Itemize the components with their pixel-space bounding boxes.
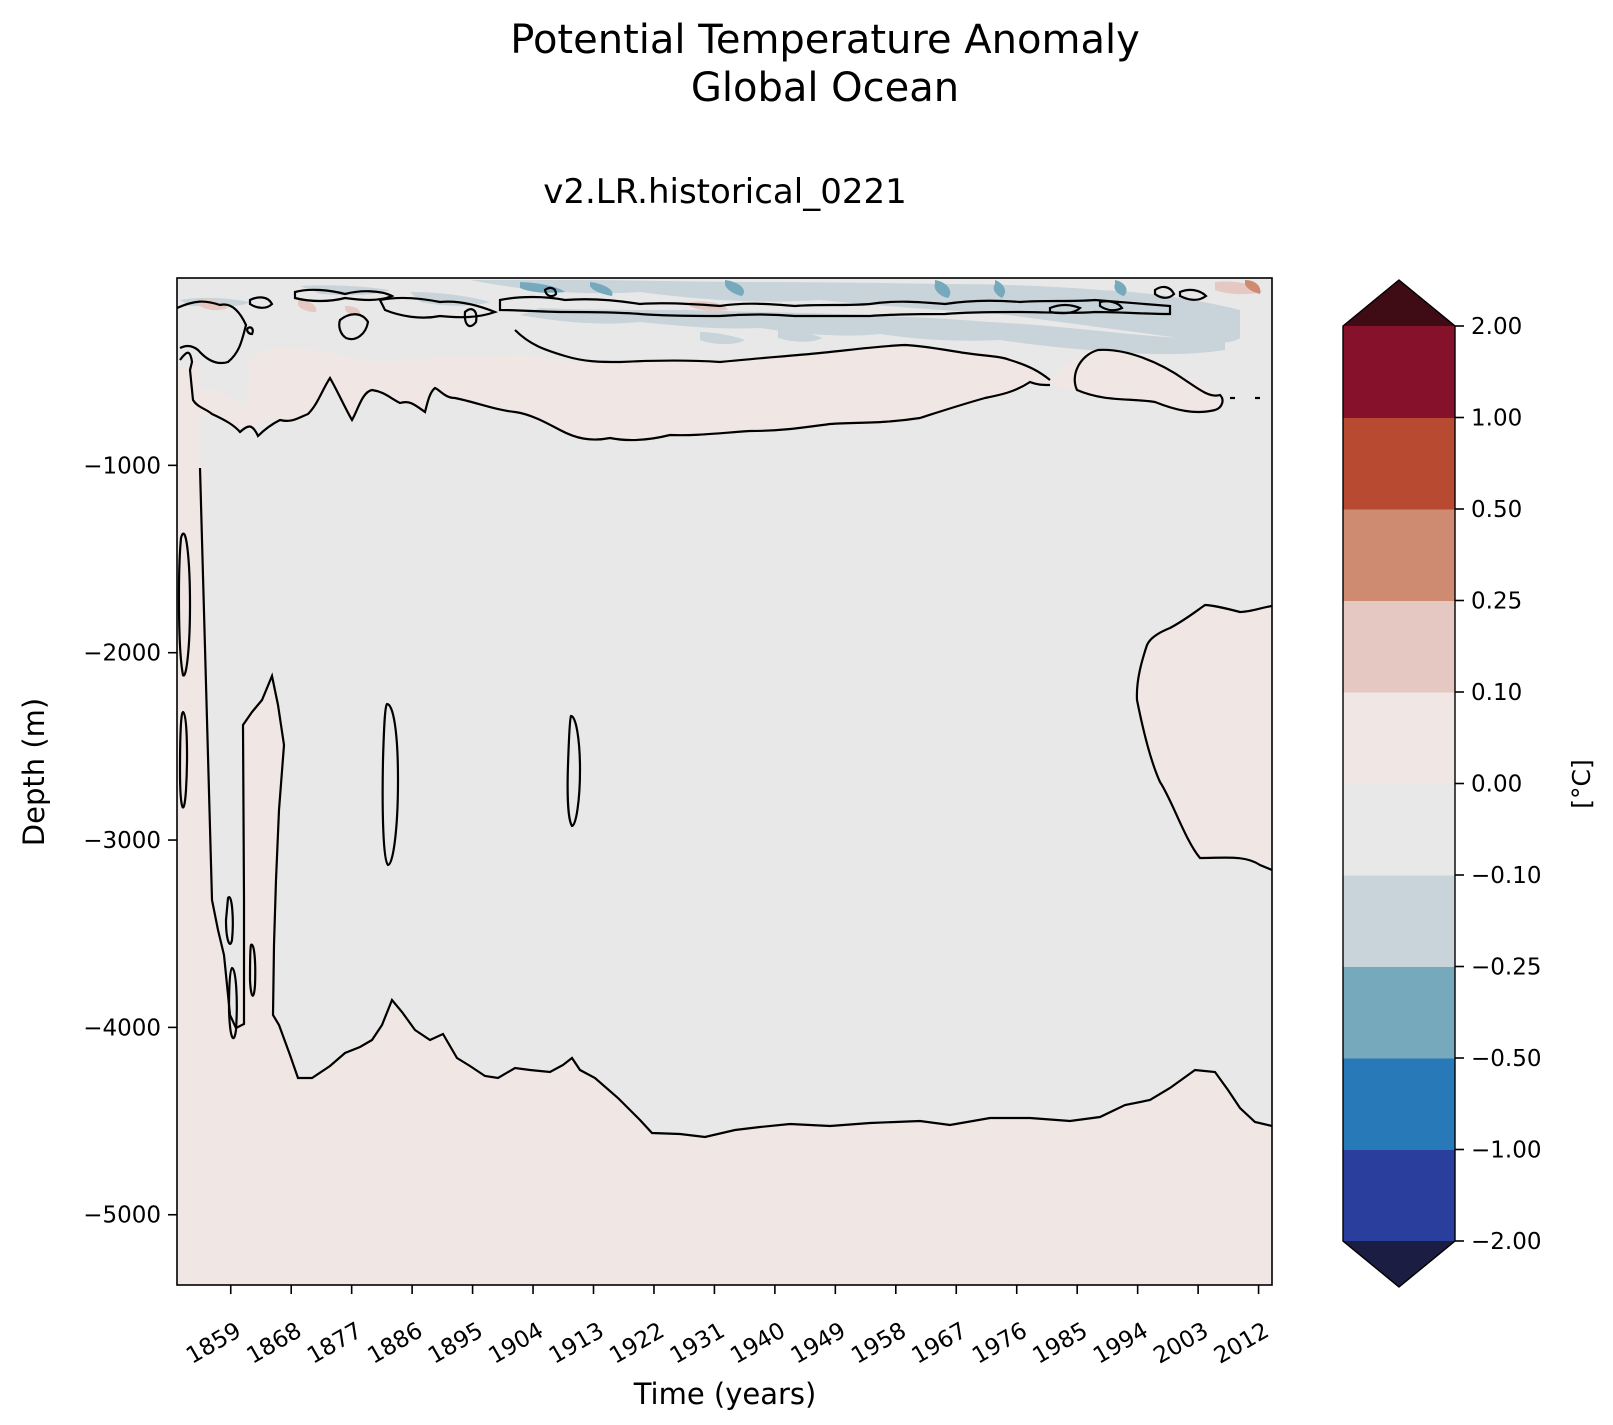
x-tick-label: 1967 xyxy=(908,1318,972,1370)
y-tick-label: −5000 xyxy=(83,1203,161,1229)
zero-contours xyxy=(177,285,1272,1139)
colorbar-tick-label: −0.25 xyxy=(1471,955,1541,981)
y-tick-label: −4000 xyxy=(83,1015,161,1041)
x-tick-label: 1949 xyxy=(787,1318,851,1370)
colorbar-segment xyxy=(1343,509,1455,601)
colorbar-segment xyxy=(1343,692,1455,784)
colorbar-tick-label: −1.00 xyxy=(1471,1138,1541,1164)
x-tick-label: 1985 xyxy=(1028,1318,1092,1370)
x-tick-label: 1976 xyxy=(968,1318,1032,1370)
x-tick-label: 1886 xyxy=(363,1318,427,1370)
x-tick-label: 1958 xyxy=(847,1318,911,1370)
colorbar-segment xyxy=(1343,600,1455,693)
x-tick-label: 2003 xyxy=(1149,1318,1213,1370)
x-tick-label: 1877 xyxy=(303,1318,367,1370)
colorbar-tick-label: −2.00 xyxy=(1471,1229,1541,1255)
plot-area xyxy=(177,278,1272,1285)
x-tick-label: 1913 xyxy=(545,1318,609,1370)
chart-title-line-1: Potential Temperature Anomaly xyxy=(510,17,1140,63)
colorbar-segment xyxy=(1343,417,1455,510)
cool-body-region xyxy=(177,278,1272,1137)
colorbar: −2.00 −1.00 −0.50 −0.25 −0.10 0.00 0.10 0.25 0.5… xyxy=(1342,279,1541,1288)
near-surface-anomalies xyxy=(180,280,1262,355)
x-tick-label: 1931 xyxy=(666,1318,730,1370)
colorbar-segment xyxy=(1343,1058,1455,1150)
x-axis-label: Time (years) xyxy=(633,1377,817,1411)
x-axis: 1859186818771886189519041913192219311940… xyxy=(182,1285,1274,1369)
y-tick-label: −2000 xyxy=(83,641,161,667)
colorbar-over-extension xyxy=(1343,280,1455,326)
x-tick-label: 1922 xyxy=(605,1318,669,1370)
colorbar-tick-label: 1.00 xyxy=(1471,406,1522,432)
colorbar-tick-label: −0.50 xyxy=(1471,1046,1541,1072)
colorbar-segment xyxy=(1343,783,1455,876)
x-tick-label: 1868 xyxy=(242,1318,306,1370)
colorbar-tick-label: 0.50 xyxy=(1471,497,1522,523)
colorbar-segment xyxy=(1343,326,1455,418)
chart-subtitle: v2.LR.historical_0221 xyxy=(543,172,907,212)
colorbar-tick-label: 2.00 xyxy=(1471,314,1522,340)
colorbar-label: [°C] xyxy=(1567,759,1596,808)
x-tick-label: 1904 xyxy=(484,1318,548,1370)
y-tick-label: −1000 xyxy=(83,453,161,479)
y-tick-label: −3000 xyxy=(83,828,161,854)
plot-frame xyxy=(176,277,1273,1286)
warm-subsurface-band xyxy=(200,345,1225,441)
colorbar-tick-label: 0.25 xyxy=(1471,589,1522,615)
colorbar-segment xyxy=(1343,875,1455,967)
colorbar-segment xyxy=(1343,966,1455,1059)
y-axis-label: Depth (m) xyxy=(17,698,51,846)
chart-title-line-2: Global Ocean xyxy=(691,65,959,111)
x-tick-label: 1940 xyxy=(726,1318,790,1370)
y-axis: −1000 −2000 −3000 −4000 −5000 xyxy=(83,453,177,1229)
colorbar-segment xyxy=(1343,1149,1455,1242)
x-tick-label: 1859 xyxy=(182,1318,246,1370)
x-tick-label: 1994 xyxy=(1089,1318,1153,1370)
x-tick-label: 2012 xyxy=(1210,1318,1274,1370)
colorbar-tick-label: 0.00 xyxy=(1471,772,1522,798)
colorbar-tick-label: −0.10 xyxy=(1471,863,1541,889)
colorbar-under-extension xyxy=(1343,1241,1455,1287)
colorbar-tick-label: 0.10 xyxy=(1471,680,1522,706)
x-tick-label: 1895 xyxy=(424,1318,488,1370)
